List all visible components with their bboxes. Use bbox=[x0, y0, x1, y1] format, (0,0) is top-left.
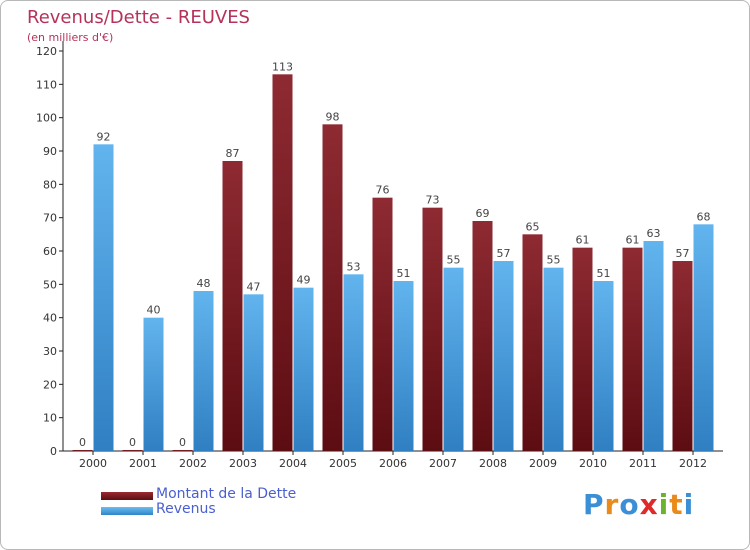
data-label-debt-2006: 76 bbox=[376, 184, 390, 197]
y-tick-label: 10 bbox=[43, 412, 57, 425]
data-label-revenue-2001: 40 bbox=[147, 304, 161, 317]
bar-revenue-2001 bbox=[143, 317, 164, 451]
data-label-revenue-2010: 51 bbox=[597, 267, 611, 280]
bar-debt-2001 bbox=[122, 450, 143, 451]
y-tick-label: 120 bbox=[36, 45, 57, 58]
data-label-revenue-2000: 92 bbox=[97, 130, 111, 143]
data-label-revenue-2011: 63 bbox=[647, 227, 661, 240]
y-tick-label: 20 bbox=[43, 378, 57, 391]
y-tick-label: 110 bbox=[36, 78, 57, 91]
x-tick-label: 2006 bbox=[379, 457, 407, 470]
bar-debt-2008 bbox=[472, 221, 493, 451]
x-tick-label: 2004 bbox=[279, 457, 307, 470]
bar-debt-2009 bbox=[522, 234, 543, 451]
y-tick-label: 40 bbox=[43, 312, 57, 325]
x-tick-label: 2011 bbox=[629, 457, 657, 470]
data-label-debt-2008: 69 bbox=[476, 207, 490, 220]
x-tick-label: 2003 bbox=[229, 457, 257, 470]
bar-debt-2006 bbox=[372, 197, 393, 451]
data-label-revenue-2007: 55 bbox=[447, 254, 461, 267]
data-label-debt-2005: 98 bbox=[326, 110, 340, 123]
bar-debt-2010 bbox=[572, 247, 593, 451]
data-label-debt-2012: 57 bbox=[676, 247, 690, 260]
data-label-revenue-2003: 47 bbox=[247, 280, 261, 293]
y-tick-label: 90 bbox=[43, 145, 57, 158]
data-label-revenue-2002: 48 bbox=[197, 277, 211, 290]
x-tick-label: 2005 bbox=[329, 457, 357, 470]
bar-debt-2011 bbox=[622, 247, 643, 451]
x-tick-label: 2008 bbox=[479, 457, 507, 470]
legend-label-debt: Montant de la Dette bbox=[156, 486, 297, 502]
chart-subtitle: (en milliers d'€) bbox=[27, 31, 114, 44]
x-tick-label: 2000 bbox=[79, 457, 107, 470]
bar-revenue-2006 bbox=[393, 281, 414, 451]
x-tick-label: 2001 bbox=[129, 457, 157, 470]
data-label-debt-2003: 87 bbox=[226, 147, 240, 160]
chart-title: Revenus/Dette - REUVES bbox=[27, 7, 250, 28]
data-label-revenue-2012: 68 bbox=[697, 210, 711, 223]
bar-revenue-2012 bbox=[693, 224, 714, 451]
bar-debt-2003 bbox=[222, 161, 243, 451]
bar-debt-2000 bbox=[72, 450, 93, 451]
data-label-debt-2001: 0 bbox=[129, 436, 136, 449]
data-label-debt-2000: 0 bbox=[79, 436, 86, 449]
bar-revenue-2007 bbox=[443, 267, 464, 451]
bar-debt-2002 bbox=[172, 450, 193, 451]
bar-debt-2004 bbox=[272, 74, 293, 451]
data-label-debt-2002: 0 bbox=[179, 436, 186, 449]
legend-swatch-revenue bbox=[101, 507, 153, 515]
x-tick-label: 2009 bbox=[529, 457, 557, 470]
x-tick-label: 2010 bbox=[579, 457, 607, 470]
x-tick-label: 2012 bbox=[679, 457, 707, 470]
bar-revenue-2002 bbox=[193, 291, 214, 451]
data-label-revenue-2006: 51 bbox=[397, 267, 411, 280]
y-tick-label: 80 bbox=[43, 178, 57, 191]
bar-revenue-2005 bbox=[343, 274, 364, 451]
data-label-revenue-2008: 57 bbox=[497, 247, 511, 260]
data-label-revenue-2004: 49 bbox=[297, 274, 311, 287]
data-label-debt-2007: 73 bbox=[426, 194, 440, 207]
data-label-revenue-2005: 53 bbox=[347, 260, 361, 273]
data-label-debt-2009: 65 bbox=[526, 220, 540, 233]
bar-revenue-2008 bbox=[493, 261, 514, 451]
legend-label-revenue: Revenus bbox=[156, 501, 216, 517]
bar-revenue-2009 bbox=[543, 267, 564, 451]
data-label-debt-2010: 61 bbox=[576, 234, 590, 247]
data-label-revenue-2009: 55 bbox=[547, 254, 561, 267]
y-tick-label: 0 bbox=[50, 445, 57, 458]
y-tick-label: 50 bbox=[43, 278, 57, 291]
bar-revenue-2004 bbox=[293, 287, 314, 451]
bar-revenue-2010 bbox=[593, 281, 614, 451]
y-tick-label: 70 bbox=[43, 212, 57, 225]
bar-debt-2012 bbox=[672, 261, 693, 451]
proxiti-logo: Proxiti bbox=[583, 488, 695, 521]
bar-debt-2007 bbox=[422, 207, 443, 451]
data-label-debt-2004: 113 bbox=[272, 60, 293, 73]
bar-revenue-2000 bbox=[93, 144, 114, 452]
legend-swatch-debt bbox=[101, 492, 153, 500]
bar-debt-2005 bbox=[322, 124, 343, 451]
x-tick-label: 2007 bbox=[429, 457, 457, 470]
data-label-debt-2011: 61 bbox=[626, 234, 640, 247]
y-tick-label: 30 bbox=[43, 345, 57, 358]
bar-revenue-2011 bbox=[643, 241, 664, 451]
x-tick-label: 2002 bbox=[179, 457, 207, 470]
bar-revenue-2003 bbox=[243, 294, 264, 451]
y-tick-label: 100 bbox=[36, 112, 57, 125]
y-tick-label: 60 bbox=[43, 245, 57, 258]
